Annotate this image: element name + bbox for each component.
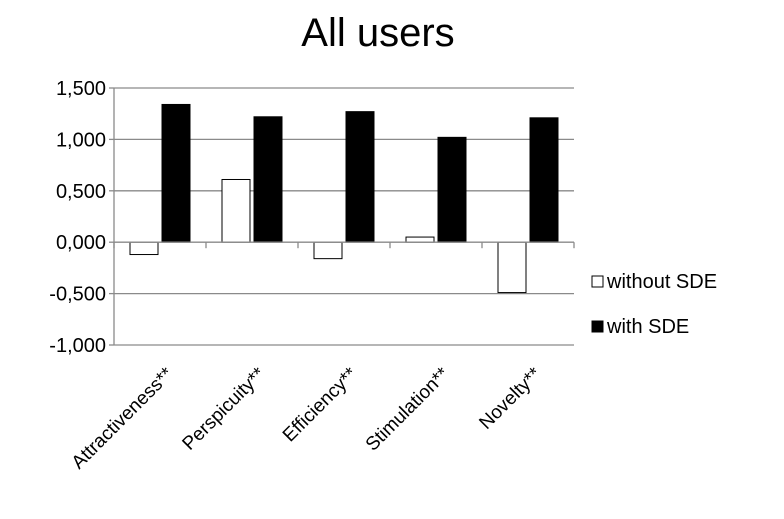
gridlines xyxy=(114,87,574,346)
legend-swatch-without-sde xyxy=(591,275,604,288)
legend-label-with-sde: with SDE xyxy=(606,316,689,338)
y-tick-label: -0,500 xyxy=(49,284,106,306)
category-label: Stimulation** xyxy=(362,363,454,455)
bar-without-sde xyxy=(497,241,527,294)
chart-title: All users xyxy=(301,11,454,55)
legend-swatch-with-sde xyxy=(591,320,604,333)
category-label: Efficiency** xyxy=(279,363,362,446)
category-labels: Attractiveness** Perspicuity** Efficiency*… xyxy=(68,363,546,473)
bar-without-sde xyxy=(221,178,251,243)
y-tick-label: 0,000 xyxy=(56,232,106,254)
y-tick-label: -1,000 xyxy=(49,335,106,357)
bar-with-sde xyxy=(253,116,283,243)
category-label: Novelty** xyxy=(475,363,546,434)
bars xyxy=(129,103,559,294)
y-tick-labels: -1,000 -0,500 0,000 0,500 1,000 1,500 xyxy=(49,78,106,357)
bar-without-sde xyxy=(313,241,343,260)
bar-with-sde xyxy=(437,136,467,243)
bar-with-sde xyxy=(161,103,191,243)
legend-label-without-sde: without SDE xyxy=(606,271,717,293)
category-label: Perspicuity** xyxy=(179,363,270,454)
y-tick-label: 1,500 xyxy=(56,78,106,100)
y-tick-label: 1,000 xyxy=(56,129,106,151)
category-label: Attractiveness** xyxy=(68,363,178,473)
legend: without SDE with SDE xyxy=(591,271,717,338)
bar-with-sde xyxy=(529,117,559,243)
bar-with-sde xyxy=(345,111,375,243)
axes xyxy=(109,87,575,346)
bar-without-sde xyxy=(405,236,435,243)
y-tick-label: 0,500 xyxy=(56,181,106,203)
bar-without-sde xyxy=(129,241,159,256)
